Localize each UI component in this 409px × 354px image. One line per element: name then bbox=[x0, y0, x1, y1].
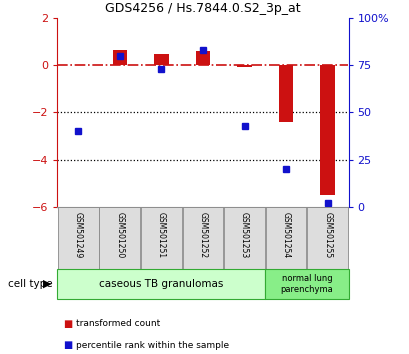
Text: caseous TB granulomas: caseous TB granulomas bbox=[99, 279, 223, 289]
Text: ■: ■ bbox=[63, 340, 73, 350]
Bar bbox=[224, 207, 264, 269]
Bar bbox=[237, 65, 251, 67]
Text: ■: ■ bbox=[63, 319, 73, 329]
Bar bbox=[265, 269, 348, 299]
Text: GSM501255: GSM501255 bbox=[322, 212, 331, 258]
Bar bbox=[57, 269, 265, 299]
Bar bbox=[58, 207, 98, 269]
Text: percentile rank within the sample: percentile rank within the sample bbox=[76, 341, 228, 350]
Bar bbox=[182, 207, 223, 269]
Title: GDS4256 / Hs.7844.0.S2_3p_at: GDS4256 / Hs.7844.0.S2_3p_at bbox=[105, 2, 300, 15]
Text: transformed count: transformed count bbox=[76, 319, 160, 329]
Bar bbox=[278, 65, 293, 122]
Bar bbox=[141, 207, 181, 269]
Text: GSM501249: GSM501249 bbox=[74, 212, 83, 258]
Text: GSM501253: GSM501253 bbox=[239, 212, 248, 258]
Text: normal lung
parenchyma: normal lung parenchyma bbox=[280, 274, 333, 294]
Bar bbox=[154, 55, 168, 65]
Bar bbox=[307, 207, 347, 269]
Bar bbox=[112, 50, 127, 65]
Bar bbox=[195, 51, 210, 65]
Bar bbox=[265, 207, 306, 269]
Bar bbox=[99, 207, 140, 269]
Bar bbox=[320, 65, 334, 195]
Text: ▶: ▶ bbox=[43, 279, 51, 289]
Text: GSM501250: GSM501250 bbox=[115, 212, 124, 258]
Text: GSM501251: GSM501251 bbox=[157, 212, 166, 258]
Text: cell type: cell type bbox=[8, 279, 53, 289]
Text: GSM501254: GSM501254 bbox=[281, 212, 290, 258]
Text: GSM501252: GSM501252 bbox=[198, 212, 207, 258]
